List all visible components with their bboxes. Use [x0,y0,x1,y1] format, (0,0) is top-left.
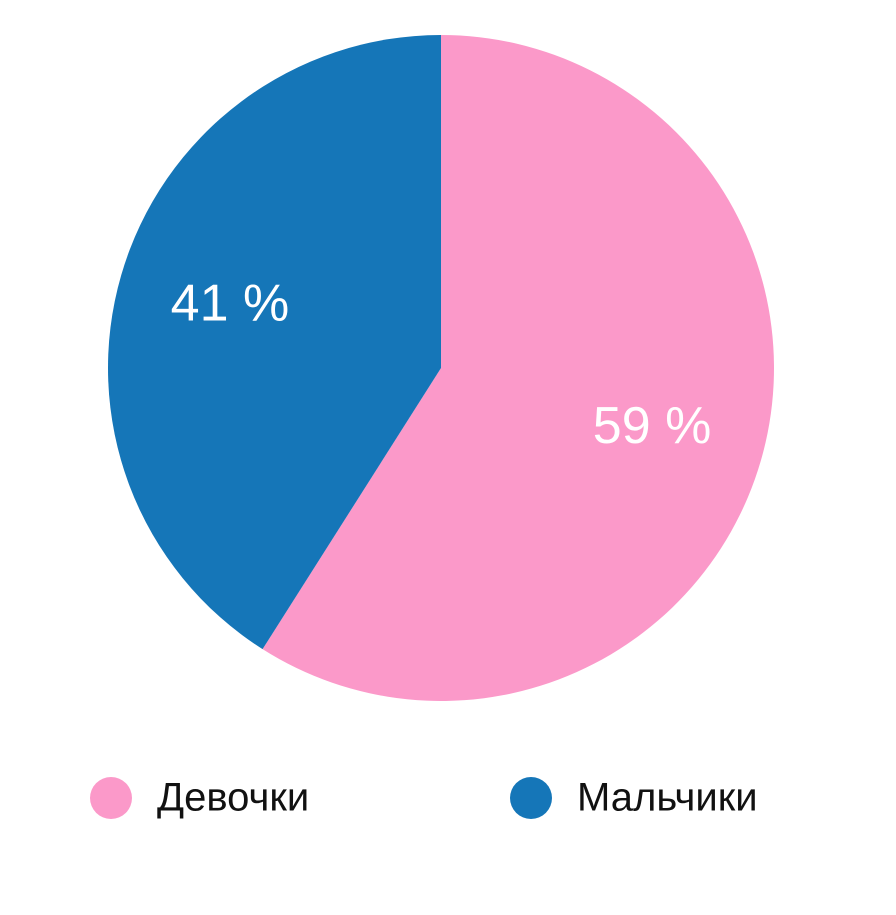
pie-slice [108,35,441,650]
pie-slice [262,35,774,701]
value-label: 41 % [171,274,290,332]
legend-swatch [510,777,552,819]
legend-swatch [90,777,132,819]
legend-label: Девочки [157,776,309,820]
value-label: 59 % [593,397,712,455]
legend-label: Мальчики [577,776,758,820]
